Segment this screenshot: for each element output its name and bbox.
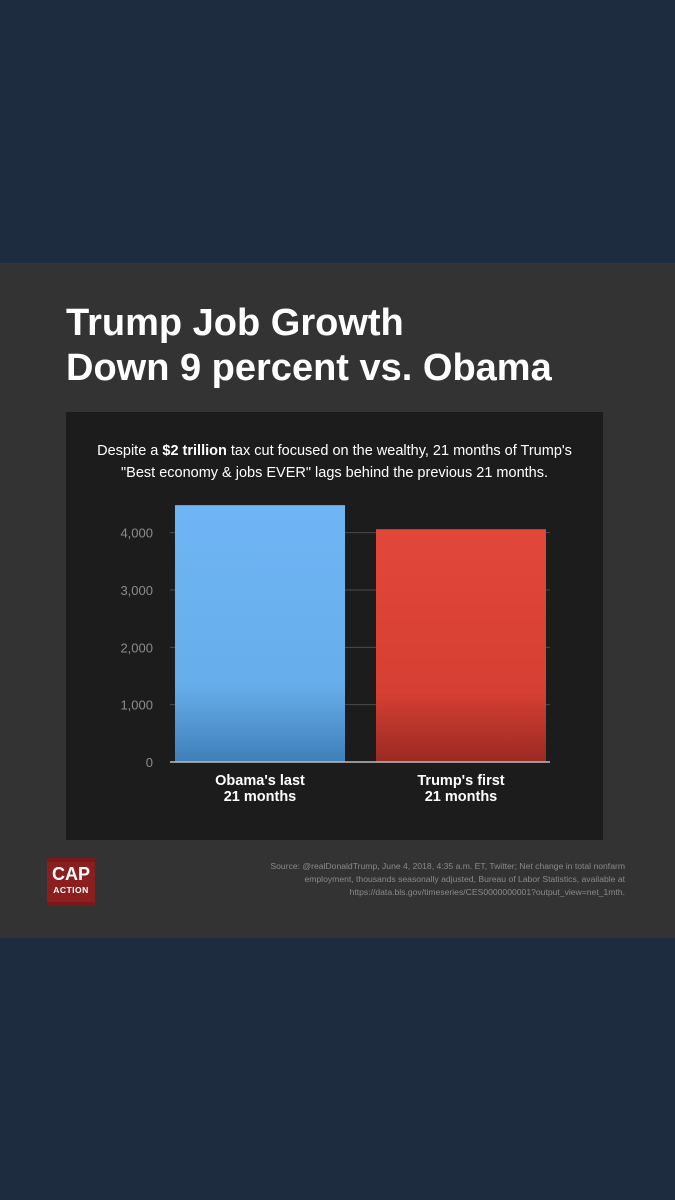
x-category-label: Obama's last [215, 773, 305, 789]
x-category-label: 21 months [224, 789, 297, 805]
title-line-1: Trump Job Growth [66, 302, 404, 344]
subtitle-line-1-rest: tax cut focused on the wealthy, 21 month… [226, 443, 572, 459]
subtitle-highlight: $2 trillion [162, 443, 227, 459]
chart-title: Trump Job Growth Down 9 percent vs. Obam… [66, 301, 626, 391]
subtitle-prefix: Despite a [97, 443, 163, 459]
chart-subtitle: Despite a $2 trillion tax cut focused on… [80, 440, 589, 484]
infographic-card: Trump Job Growth Down 9 percent vs. Obam… [0, 263, 675, 938]
chart-panel: Despite a $2 trillion tax cut focused on… [66, 412, 603, 840]
y-tick-label: 4,000 [120, 526, 153, 541]
logo-text-cap: CAP [51, 864, 90, 884]
y-tick-label: 1,000 [120, 698, 153, 713]
source-note: Source: @realDonaldTrump, June 4, 2018, … [250, 860, 625, 899]
source-line-1: Source: @realDonaldTrump, June 4, 2018, … [270, 861, 625, 871]
y-tick-label: 0 [146, 755, 153, 770]
title-line-2: Down 9 percent vs. Obama [66, 347, 552, 389]
source-line-2: employment, thousands seasonally adjuste… [304, 874, 625, 884]
logo-text-action: ACTION [53, 885, 89, 895]
x-category-label: Trump's first [417, 773, 504, 789]
bar-trump [376, 529, 546, 762]
bar-obama [175, 505, 345, 762]
cap-action-logo: CAP ACTION [47, 858, 95, 906]
source-line-3: https://data.bls.gov/timeseries/CES00000… [349, 887, 625, 897]
y-tick-label: 3,000 [120, 583, 153, 598]
subtitle-line-2: "Best economy & jobs EVER" lags behind t… [121, 465, 548, 481]
x-category-label: 21 months [425, 789, 498, 805]
y-tick-label: 2,000 [120, 640, 153, 655]
